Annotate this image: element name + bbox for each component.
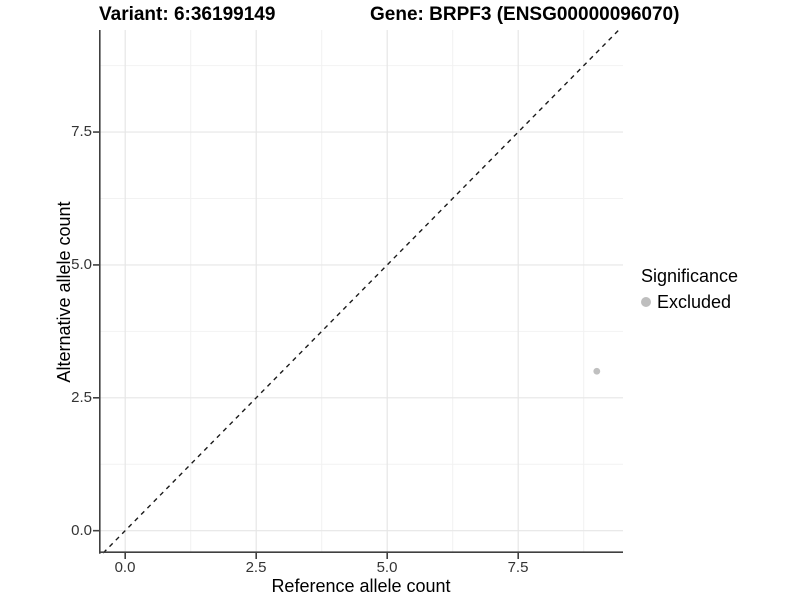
x-tick-label-5-0: 5.0 (376, 559, 398, 576)
legend-key-dot-icon (641, 297, 651, 307)
plot-panel (93, 29, 623, 559)
gene-title: Gene: BRPF3 (ENSG00000096070) (370, 4, 680, 25)
y-tick-label-2-5: 2.5 (71, 389, 92, 406)
y-tick-label-5-0: 5.0 (71, 256, 92, 273)
x-tick-label-0: 0.0 (114, 559, 136, 576)
y-axis-title: Alternative allele count (54, 201, 74, 383)
y-tick-label-0: 0.0 (71, 522, 92, 539)
legend-item-excluded: Excluded (641, 291, 738, 313)
y-tick-label-7-5: 7.5 (71, 123, 92, 140)
legend-item-label: Excluded (657, 292, 732, 312)
variant-title: Variant: 6:36199149 (99, 4, 276, 25)
data-point (593, 367, 601, 375)
scatter-plot-canvas (93, 29, 623, 559)
x-tick-label-7-5: 7.5 (507, 559, 529, 576)
legend: Significance Excluded (641, 265, 738, 313)
identity-dashed-line (102, 29, 620, 554)
x-tick-label-2-5: 2.5 (245, 559, 267, 576)
legend-title: Significance (641, 266, 739, 286)
x-axis-title: Reference allele count (271, 576, 451, 596)
